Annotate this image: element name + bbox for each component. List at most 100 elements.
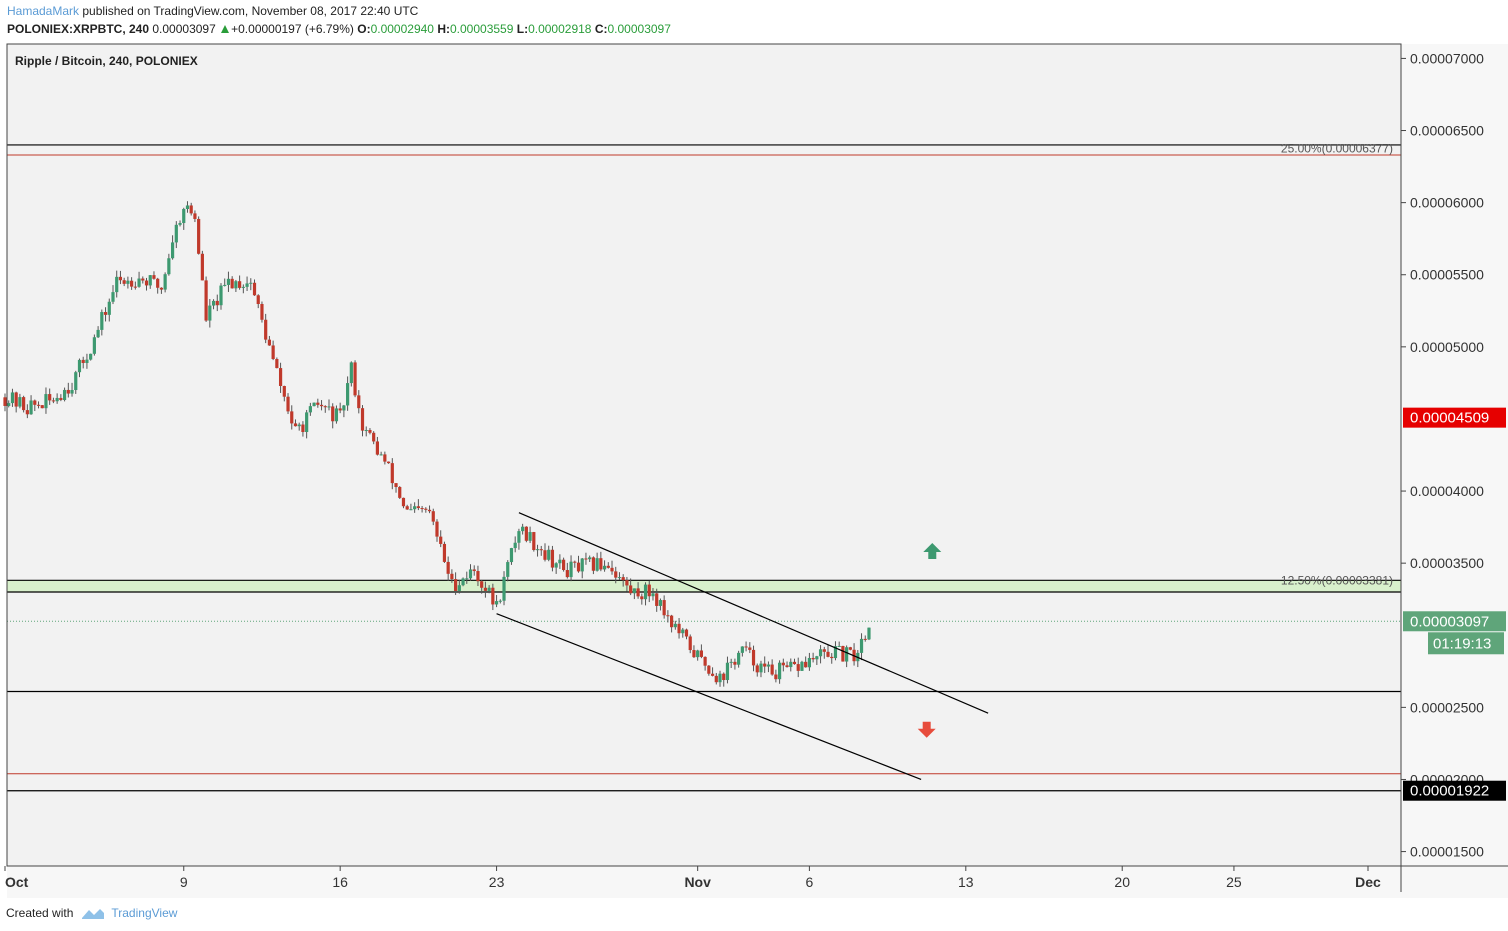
high-value: 0.00003559 — [450, 22, 514, 36]
candle-body — [614, 571, 618, 578]
candle-body — [517, 531, 521, 543]
candle-body — [349, 362, 353, 384]
candle-body — [424, 508, 428, 510]
candle-body — [170, 242, 175, 259]
low-value: 0.00002918 — [528, 22, 592, 36]
candle-body — [863, 638, 867, 640]
candle-body — [152, 275, 156, 279]
candle-body — [509, 548, 514, 563]
candle-body — [278, 368, 283, 386]
candle-body — [118, 276, 123, 281]
tradingview-logo-icon[interactable] — [81, 906, 105, 920]
price-up-icon — [221, 25, 230, 33]
candle-body — [487, 587, 491, 591]
open-value: 0.00002940 — [370, 22, 434, 36]
candle-body — [122, 280, 126, 284]
channel-upper-line — [518, 512, 989, 714]
candle-body — [796, 664, 800, 671]
candle-body — [573, 561, 577, 563]
candle-body — [368, 430, 372, 433]
candle-body — [215, 300, 219, 306]
candle-body — [845, 647, 849, 662]
candle-body — [558, 559, 562, 564]
candle-body — [219, 285, 223, 306]
candle-body — [822, 649, 826, 652]
candle-body — [785, 665, 789, 668]
countdown-label: 01:19:13 — [1433, 635, 1491, 652]
candle-body — [85, 359, 89, 364]
candle-body — [126, 280, 130, 284]
candle-body — [774, 674, 778, 680]
candle-body — [182, 208, 186, 224]
candle-body — [867, 627, 871, 640]
candle-body — [234, 281, 238, 289]
candle-body — [450, 573, 454, 580]
candle-body — [729, 661, 733, 663]
price-axis-background — [1401, 44, 1508, 866]
candle-body — [848, 647, 852, 650]
candle-body — [301, 424, 305, 433]
candle-body — [759, 663, 763, 673]
tradingview-link[interactable]: TradingView — [111, 906, 178, 920]
candle-body — [737, 652, 741, 665]
candle-body — [755, 665, 759, 673]
author-link[interactable]: HamadaMark — [7, 4, 80, 18]
candle-body — [431, 511, 435, 522]
candle-body — [599, 558, 603, 570]
candle-body — [513, 542, 517, 549]
candle-body — [100, 312, 104, 330]
current-price-badge: 0.00003097 — [1403, 611, 1506, 632]
y-tick-label: 0.00006000 — [1410, 195, 1484, 211]
candle-body — [494, 601, 499, 605]
candle-body — [51, 400, 56, 402]
x-tick-label: 20 — [1114, 874, 1130, 890]
candle-body — [673, 623, 677, 628]
candle-body — [584, 558, 588, 560]
candle-body — [688, 636, 692, 651]
price-change: +0.00000197 (+6.79%) — [231, 22, 354, 36]
candle-body — [420, 508, 424, 510]
candle-body — [498, 600, 502, 602]
candle-body — [331, 406, 335, 422]
candle-body — [562, 559, 566, 571]
candle-body — [383, 454, 387, 462]
candle-body — [360, 408, 365, 431]
candle-body — [595, 558, 599, 571]
created-with-text: Created with — [6, 906, 74, 920]
candle-body — [472, 569, 476, 572]
publish-info: HamadaMark published on TradingView.com,… — [7, 4, 418, 18]
candle-body — [658, 600, 663, 606]
candle-body — [401, 497, 406, 507]
candle-body — [670, 615, 674, 628]
candle-body — [714, 675, 718, 683]
candle-body — [636, 588, 640, 597]
candle-body — [249, 282, 253, 284]
candle-body — [25, 410, 29, 415]
candles-group — [3, 201, 871, 687]
candle-body — [778, 662, 782, 680]
candle-body — [811, 657, 815, 660]
candle-body — [77, 359, 82, 373]
fib-level-label: 25.00%(0.00006377) — [1281, 141, 1393, 155]
candle-body — [178, 223, 182, 225]
candle-body — [286, 396, 290, 412]
x-tick-label: Dec — [1355, 874, 1381, 890]
candle-body — [375, 441, 380, 455]
publish-text: published on TradingView.com, November 0… — [82, 4, 419, 18]
support-price-badge: 0.00001922 — [1403, 780, 1506, 801]
candle-body — [167, 258, 171, 275]
candle-body — [681, 629, 685, 634]
x-tick-label: Oct — [5, 874, 29, 890]
candle-body — [338, 408, 342, 411]
candle-body — [33, 400, 37, 405]
candle-body — [185, 205, 190, 209]
candle-body — [62, 389, 67, 401]
candle-body — [405, 506, 409, 510]
candle-body — [461, 578, 465, 586]
candle-body — [111, 292, 115, 302]
y-tick-label: 0.00002500 — [1410, 699, 1484, 715]
candle-body — [789, 661, 793, 668]
candle-body — [748, 647, 752, 650]
target-price-badge-text: 0.00004509 — [1410, 410, 1489, 427]
